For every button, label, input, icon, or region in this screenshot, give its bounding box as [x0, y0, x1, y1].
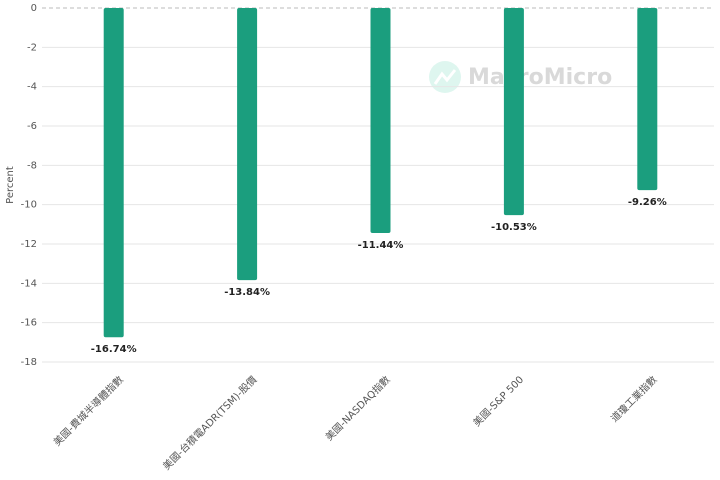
- y-tick-label: -6: [27, 121, 37, 132]
- y-tick-label: -2: [27, 42, 37, 53]
- y-tick-label: -4: [27, 82, 37, 93]
- y-tick-label: -12: [21, 239, 37, 250]
- y-axis-label: Percent: [5, 166, 16, 204]
- y-tick-label: -10: [21, 200, 37, 211]
- y-tick-label: -18: [21, 357, 37, 368]
- x-tick-label: 美國-NASDAQ指數: [322, 373, 392, 443]
- watermark: MacroMicro: [468, 65, 612, 90]
- value-label: -16.74%: [91, 344, 137, 355]
- bar: [370, 8, 391, 233]
- y-tick-label: -16: [21, 318, 37, 329]
- y-tick-label: -14: [21, 278, 37, 289]
- x-tick-label: 道瓊工業指數: [608, 373, 660, 425]
- y-tick-label: -8: [27, 160, 37, 171]
- value-label: -13.84%: [224, 287, 270, 298]
- x-tick-label: 美國-S&P 500: [470, 373, 526, 429]
- x-tick-label: 美國-費城半導體指數: [51, 373, 126, 448]
- watermark-logo: [429, 61, 461, 93]
- bar: [237, 8, 258, 281]
- bar: [637, 8, 658, 191]
- value-label: -10.53%: [491, 222, 537, 233]
- value-label: -9.26%: [628, 197, 667, 208]
- bar: [103, 8, 124, 338]
- x-tick-label: 美國-台積電ADR(TSM)-股價: [160, 373, 259, 472]
- bar: [503, 8, 524, 216]
- value-label: -11.44%: [358, 240, 404, 251]
- y-tick-label: 0: [31, 3, 37, 14]
